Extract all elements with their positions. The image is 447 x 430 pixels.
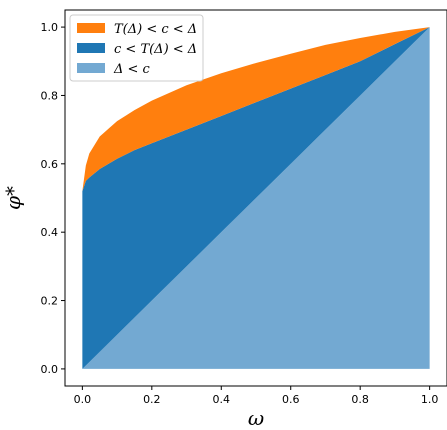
y-tick-label: 0.8 (41, 89, 59, 102)
y-tick-label: 0.4 (41, 226, 59, 239)
y-tick-label: 1.0 (41, 21, 59, 34)
x-tick-label: 1.0 (421, 393, 439, 406)
x-tick-label: 0.8 (351, 393, 369, 406)
x-tick-label: 0.4 (213, 393, 231, 406)
y-axis: 0.0 0.2 0.4 0.6 0.8 1.0 (41, 21, 65, 376)
legend-swatch (77, 43, 105, 53)
legend: T(Δ) < c < Δ c < T(Δ) < Δ Δ < c (69, 14, 204, 82)
x-axis-label: ω (248, 406, 264, 430)
legend-label: c < T(Δ) < Δ (114, 42, 197, 57)
area-layer (82, 27, 430, 369)
x-axis: 0.0 0.2 0.4 0.6 0.8 1.0 (74, 386, 439, 406)
x-tick-label: 0.0 (74, 393, 92, 406)
y-tick-label: 0.0 (41, 363, 59, 376)
legend-swatch (77, 63, 105, 73)
x-tick-label: 0.6 (282, 393, 300, 406)
area-series-1 (82, 27, 430, 192)
y-tick-label: 0.2 (41, 295, 59, 308)
legend-label: T(Δ) < c < Δ (114, 22, 197, 37)
x-tick-label: 0.2 (143, 393, 161, 406)
y-tick-label: 0.6 (41, 158, 59, 171)
legend-swatch (77, 23, 105, 33)
area-series-2 (82, 27, 430, 369)
y-axis-label: φ* (1, 186, 25, 210)
plot-frame (64, 9, 447, 387)
legend-label: Δ < c (113, 62, 151, 77)
